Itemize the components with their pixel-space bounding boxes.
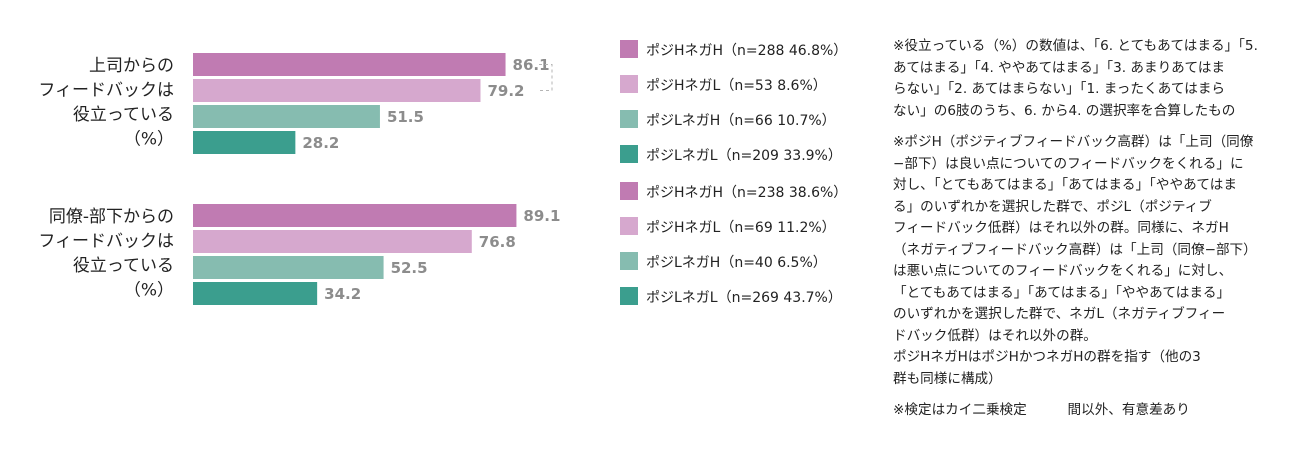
legend-entry: ポジLネガH（n=66 10.7%）: [646, 113, 836, 129]
bar: [193, 230, 472, 253]
group-label-line: 上司からの: [89, 56, 174, 76]
legend-2: ポジHネガH（n=238 38.6%） ポジHネガL（n=69 11.2%） ポジL…: [620, 182, 847, 306]
note-line: ※ポジH（ポジティブフィードバック高群）は「上司（同僚: [893, 134, 1254, 150]
bar: [193, 105, 380, 128]
note-line: （ネガティブフィードバック高群）は「上司（同僚−部下）: [893, 241, 1257, 258]
legend-entry: ポジLネガH（n=40 6.5%）: [646, 255, 827, 271]
legend-entry: ポジLネガL（n=209 33.9%）: [646, 148, 842, 164]
group-label-line: 同僚‐部下からの: [49, 207, 174, 227]
note-line: ポジHネガHはポジHかつネガHの群を指す（他の3: [893, 349, 1201, 365]
bar: [193, 282, 318, 305]
value-label: 34.2: [324, 285, 361, 303]
group-label-line: 役立っている: [73, 256, 174, 276]
value-label: 89.1: [523, 207, 560, 225]
value-label: 86.1: [513, 56, 550, 74]
legend-swatch: [620, 182, 638, 200]
legend-swatch: [620, 217, 638, 235]
legend-entry: ポジHネガL（n=53 8.6%）: [646, 78, 827, 94]
significance-bracket: [539, 64, 553, 91]
value-label: 51.5: [387, 108, 424, 126]
note-line: 対し、「とてもあてはまる」「あてはまる」「ややあてはま: [893, 177, 1237, 193]
group-label-line: フィードバックは: [38, 81, 174, 101]
note-line: ※役立っている（%）の数値は、「6. とてもあてはまる」「5.: [893, 38, 1258, 54]
group-label-line: （%）: [124, 130, 174, 150]
bar: [193, 79, 481, 102]
bar: [193, 131, 296, 154]
legend-swatch: [620, 145, 638, 163]
notes-panel: ※役立っている（%）の数値は、「6. とてもあてはまる」「5. あてはまる」「4.…: [893, 36, 1288, 432]
note-line: らない」「2. あてはまらない」「1. まったくあてはまら: [893, 81, 1226, 97]
bar: [193, 204, 517, 227]
legend-swatch: [620, 110, 638, 128]
note-line: ドバック低群）はそれ以外の群。: [893, 327, 1097, 344]
legend-swatch: [620, 287, 638, 305]
group-label-line: （%）: [124, 281, 174, 301]
bar: [193, 256, 384, 279]
legend-entry: ポジHネガL（n=69 11.2%）: [646, 220, 836, 236]
note-line: フィードバック低群）はそれ以外の群。同様に、ネガH: [893, 220, 1229, 236]
note-line: ※検定はカイ二乗検定 間以外、有意差あり: [893, 402, 1190, 418]
legend-swatch: [620, 40, 638, 58]
note-1: ※役立っている（%）の数値は、「6. とてもあてはまる」「5. あてはまる」「4.…: [893, 36, 1288, 122]
note-line: る」のいずれかを選択した群で、ポジL（ポジティブ: [893, 198, 1212, 215]
legend-entry: ポジHネガH（n=288 46.8%）: [646, 43, 847, 59]
value-label: 79.2: [487, 82, 524, 100]
legend-entry: ポジHネガH（n=238 38.6%）: [646, 185, 847, 201]
value-label: 28.2: [302, 134, 339, 152]
group-label-line: 役立っている: [73, 105, 174, 125]
note-line: 「とてもあてはまる」「あてはまる」「ややあてはまる」: [893, 284, 1231, 301]
bar: [193, 53, 506, 76]
legend-1: ポジHネガH（n=288 46.8%） ポジHネガL（n=53 8.6%） ポジLネ…: [620, 40, 847, 164]
note-line: のいずれかを選択した群で、ネガL（ネガティブフィー: [893, 306, 1226, 322]
note-line: は悪い点についてのフィードバックをくれる」に対し、: [893, 263, 1233, 279]
note-2: ※ポジH（ポジティブフィードバック高群）は「上司（同僚 −部下）は良い点についての…: [893, 132, 1288, 390]
note-line: あてはまる」「4. ややあてはまる」「3. あまりあてはま: [893, 59, 1226, 76]
value-label: 76.8: [479, 233, 516, 251]
legend-swatch: [620, 252, 638, 270]
note-line: ない」の6肢のうち、6. から4. の選択率を合算したもの: [893, 102, 1236, 119]
value-label: 52.5: [391, 259, 428, 277]
legend-entry: ポジLネガL（n=269 43.7%）: [646, 290, 842, 306]
legend-swatch: [620, 75, 638, 93]
note-line: −部下）は良い点についてのフィードバックをくれる」に: [893, 155, 1244, 172]
group-label-line: フィードバックは: [38, 232, 174, 252]
note-line: 群も同様に構成）: [893, 370, 1002, 387]
note-3: ※検定はカイ二乗検定 間以外、有意差あり: [893, 400, 1288, 422]
